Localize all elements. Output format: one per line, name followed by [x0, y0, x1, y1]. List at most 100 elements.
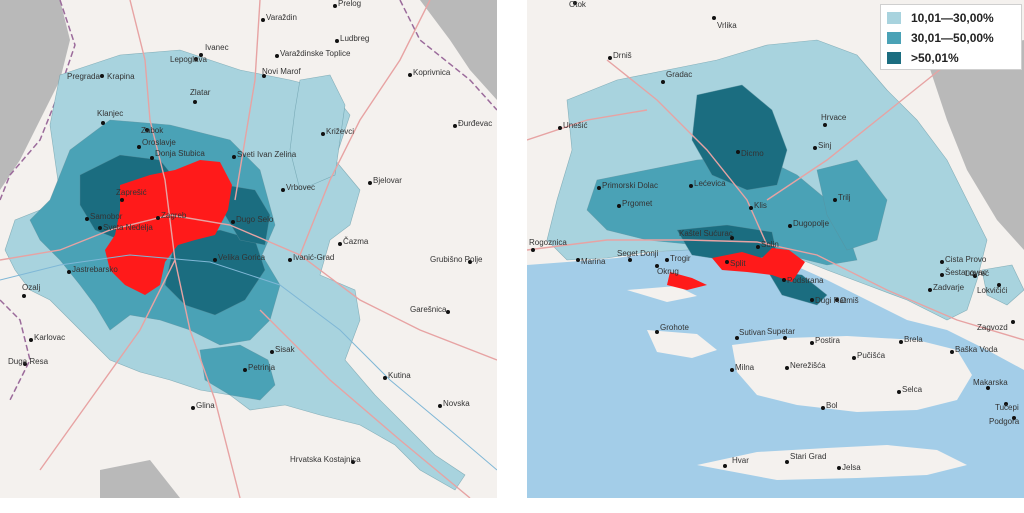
- place-label: Hrvatska Kostajnica: [290, 455, 361, 464]
- place-label: Sveti Ivan Zelina: [237, 150, 297, 159]
- place-label: Bol: [826, 401, 838, 410]
- island-hvar: [697, 445, 967, 480]
- place-label: Postira: [815, 336, 840, 345]
- place-label: Grohote: [660, 323, 689, 332]
- place-label: Otok: [569, 0, 587, 9]
- road-network: [527, 39, 1024, 341]
- legend-label-mid: 30,01—50,00%: [911, 31, 994, 45]
- place-labels: Otok Vrlika Drniš Gradac Unešić Hrvace S…: [529, 0, 1020, 472]
- island-brac: [732, 336, 972, 412]
- place-label: Bjelovar: [373, 176, 402, 185]
- region-mid-trilj: [816, 159, 888, 251]
- legend-swatch-low: [887, 12, 901, 24]
- region-low-east: [289, 74, 346, 191]
- place-label: Lokvičići: [977, 286, 1007, 295]
- place-label: Pregrada: [67, 72, 100, 81]
- place-label: Duga Resa: [8, 357, 49, 366]
- place-label: Pučišća: [857, 351, 886, 360]
- place-label: Đurđevac: [458, 119, 492, 128]
- terrain-relief-northeast: [420, 0, 497, 100]
- legend-item-high: >50,01%: [887, 50, 959, 66]
- map-split-region[interactable]: Otok Vrlika Drniš Gradac Unešić Hrvace S…: [527, 0, 1024, 498]
- place-label: Lećevica: [694, 179, 726, 188]
- legend-label-high: >50,01%: [911, 51, 959, 65]
- region-city-trogir: [667, 272, 707, 290]
- place-label: Zaprešić: [116, 188, 147, 197]
- place-label: Makarska: [973, 378, 1008, 387]
- island-small-ciovo: [627, 286, 697, 302]
- river-sava: [0, 254, 497, 471]
- place-label: Vrlika: [717, 21, 737, 30]
- place-label: Hrvace: [821, 113, 847, 122]
- place-label: Dugopolje: [793, 219, 830, 228]
- place-label: Prelog: [338, 0, 361, 8]
- road-network: [0, 0, 497, 498]
- national-border: [0, 0, 497, 401]
- place-label: Primorski Dolac: [602, 181, 658, 190]
- legend-label-low: 10,01—30,00%: [911, 11, 994, 25]
- place-label: Velika Gorica: [218, 253, 266, 262]
- place-label: Jastrebarsko: [72, 265, 118, 274]
- place-label: Marina: [581, 257, 606, 266]
- legend-item-mid: 30,01—50,00%: [887, 30, 994, 46]
- place-label: Karlovac: [34, 333, 65, 342]
- place-label: Unešić: [563, 121, 587, 130]
- place-label: Dugi Rat: [815, 296, 847, 305]
- place-label: Hvar: [732, 456, 749, 465]
- place-label: Brela: [904, 335, 923, 344]
- place-label: Ivanec: [205, 43, 229, 52]
- place-label: Glina: [196, 401, 215, 410]
- terrain-relief-south: [100, 460, 180, 498]
- place-label: Donja Stubica: [155, 149, 205, 158]
- legend-swatch-high: [887, 52, 901, 64]
- place-label: Rogoznica: [529, 238, 567, 247]
- place-label: Sveta Nedelja: [103, 223, 153, 232]
- place-label: Šestanovac: [945, 268, 987, 277]
- place-label: Ivanić-Grad: [293, 253, 334, 262]
- legend: 10,01—30,00% 30,01—50,00% >50,01%: [880, 4, 1022, 70]
- place-label: Varaždin: [266, 13, 297, 22]
- region-city-zagreb: [105, 160, 232, 295]
- place-label: Grubišno Polje: [430, 255, 483, 264]
- place-label: Zagvozd: [977, 323, 1008, 332]
- place-label: Ludbreg: [340, 34, 369, 43]
- terrain-relief-northwest: [0, 0, 70, 190]
- place-label: Sinj: [818, 141, 832, 150]
- place-label: Koprivnica: [413, 68, 451, 77]
- place-label: Kaštel Sućurac: [679, 229, 733, 238]
- map-zagreb-region[interactable]: Krapina Pregrada Zlatar Klanjec Zabok Or…: [0, 0, 497, 498]
- place-label: Križevci: [326, 127, 354, 136]
- place-labels: Krapina Pregrada Zlatar Klanjec Zabok Or…: [8, 0, 492, 464]
- place-label: Samobor: [90, 212, 123, 221]
- place-label: Klis: [754, 201, 767, 210]
- place-label: Omiš: [840, 296, 859, 305]
- place-label: Petrinja: [248, 363, 276, 372]
- place-label: Podstrana: [787, 276, 824, 285]
- place-label: Baška Voda: [955, 345, 998, 354]
- island-solta: [647, 330, 717, 358]
- legend-item-low: 10,01—30,00%: [887, 10, 994, 26]
- region-city-split: [712, 248, 805, 282]
- place-label: Okrug: [657, 267, 679, 276]
- place-label: Varaždinske Toplice: [280, 49, 351, 58]
- place-label: Klanjec: [97, 109, 123, 118]
- region-high-dicmo: [691, 84, 788, 191]
- place-label: Split: [730, 259, 746, 268]
- place-label: Oroslavje: [142, 138, 176, 147]
- place-label: Tučepi: [995, 403, 1019, 412]
- terrain-relief-east: [927, 40, 1024, 250]
- place-label: Zadvarje: [933, 283, 965, 292]
- place-label: Lovreć: [965, 269, 989, 278]
- legend-swatch-mid: [887, 32, 901, 44]
- place-markers: [22, 4, 472, 464]
- place-label: Vrbovec: [286, 183, 315, 192]
- place-label: Lepoglava: [170, 55, 207, 64]
- place-label: Trilj: [838, 193, 851, 202]
- place-label: Zabok: [141, 126, 164, 135]
- place-label: Supetar: [767, 327, 795, 336]
- map-zagreb-svg: Krapina Pregrada Zlatar Klanjec Zabok Or…: [0, 0, 497, 498]
- place-label: Gradac: [666, 70, 692, 79]
- place-label: Dugo Selo: [236, 215, 274, 224]
- place-label: Prgomet: [622, 199, 653, 208]
- place-label: Garešnica: [410, 305, 447, 314]
